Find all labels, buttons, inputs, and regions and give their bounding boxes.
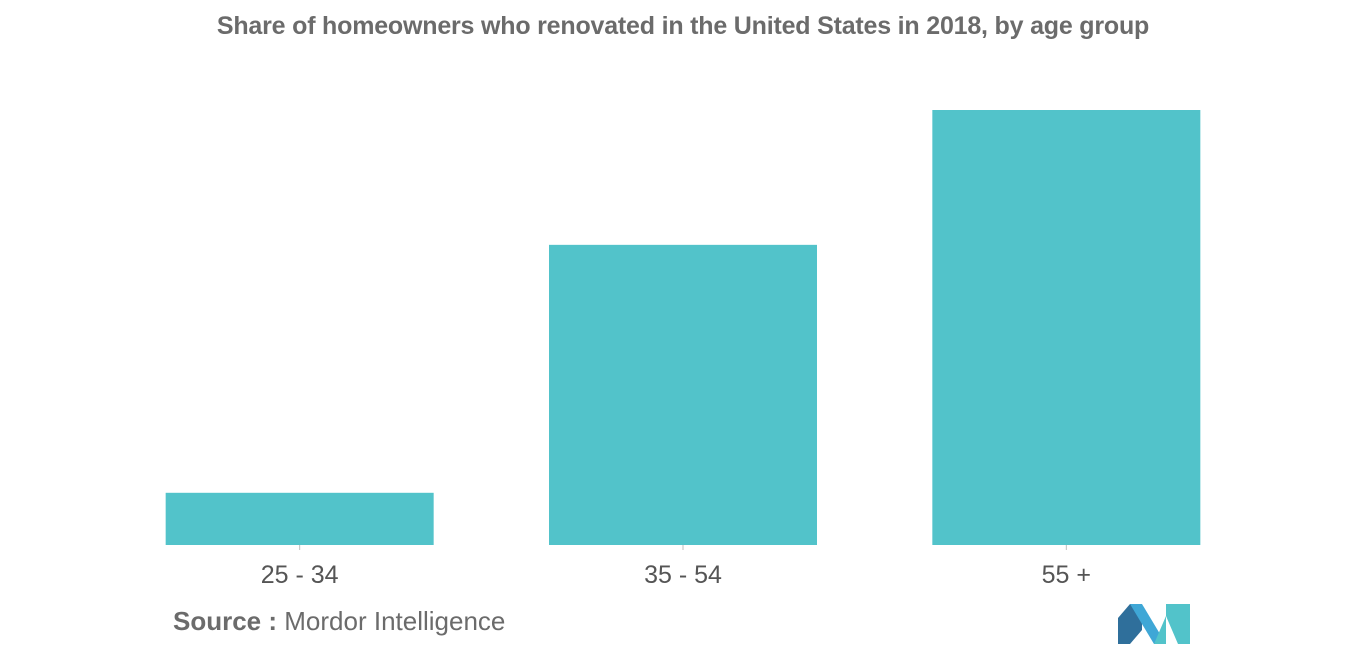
bar-3 [932, 110, 1201, 545]
x-axis [299, 545, 1067, 550]
bar-chart: 25 - 34 35 - 54 55 + [165, 110, 1201, 589]
x-tick-label-3: 55 + [1042, 561, 1091, 589]
logo-shape-right [1154, 604, 1190, 644]
x-tick-label-2: 35 - 54 [644, 561, 722, 589]
bar-2 [549, 244, 817, 545]
x-tick-label-1: 25 - 34 [261, 561, 339, 589]
chart-title: Share of homeowners who renovated in the… [216, 12, 1150, 40]
bars-layer [165, 110, 1201, 545]
logo-shape-middle [1130, 604, 1166, 644]
bar-1 [165, 492, 434, 545]
source-text: Mordor Intelligence [284, 606, 506, 636]
source-note: Source : Mordor Intelligence [173, 606, 505, 637]
x-axis-tick-labels: 25 - 34 35 - 54 55 + [261, 561, 1091, 589]
mordor-intelligence-logo-icon [1118, 604, 1190, 644]
source-label: Source : [173, 606, 278, 636]
